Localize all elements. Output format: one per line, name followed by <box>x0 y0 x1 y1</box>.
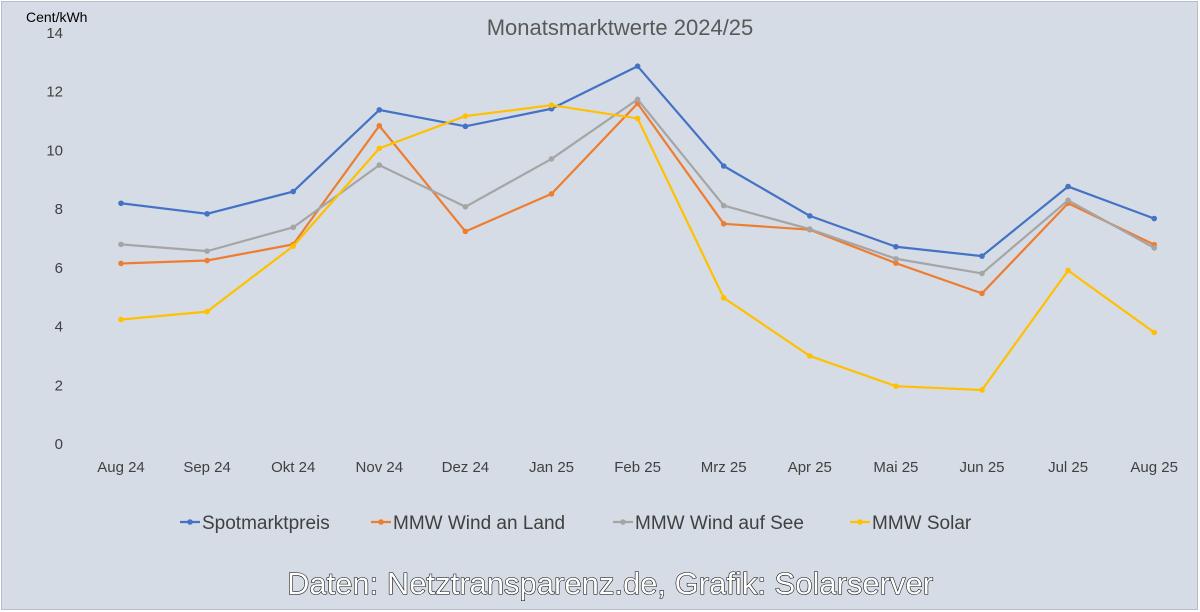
y-tick-label: 2 <box>55 377 63 394</box>
data-point <box>462 113 469 119</box>
data-point <box>204 308 210 315</box>
data-point <box>979 270 985 277</box>
legend: Spotmarktpreis MMW Wind an Land MMW Wind a… <box>180 513 972 534</box>
y-axis-ticks: 0 2 4 6 8 10 12 14 <box>46 25 63 453</box>
y-axis-unit-label: Cent/kWh <box>26 9 87 25</box>
data-point <box>118 316 124 323</box>
data-point <box>376 122 383 129</box>
data-point <box>634 115 641 122</box>
x-tick-label: Sep 24 <box>183 459 231 476</box>
data-point <box>290 243 297 249</box>
legend-swatch-marker <box>857 519 863 525</box>
series-2 <box>118 96 1157 277</box>
data-point <box>1065 183 1071 190</box>
data-point <box>376 162 383 168</box>
data-point <box>118 260 124 267</box>
data-point <box>1151 329 1157 336</box>
data-point <box>204 248 210 254</box>
data-point <box>548 156 555 162</box>
x-tick-label: Feb 25 <box>614 459 661 476</box>
data-point <box>893 255 899 262</box>
data-point <box>204 211 210 217</box>
data-point <box>548 191 555 197</box>
x-tick-label: Jul 25 <box>1048 459 1088 476</box>
y-tick-label: 6 <box>55 260 63 277</box>
data-point <box>634 63 641 69</box>
data-point <box>462 123 469 130</box>
series-1 <box>118 100 1157 297</box>
data-point <box>1065 267 1071 274</box>
x-axis-ticks: Aug 24 Sep 24 Okt 24 Nov 24 Dez 24 Jan 25 Feb … <box>97 459 1178 476</box>
series-3 <box>118 102 1157 393</box>
data-point <box>979 387 985 393</box>
data-point <box>807 226 813 232</box>
data-point <box>1151 245 1157 251</box>
data-point <box>118 200 124 207</box>
legend-item: MMW Wind an Land <box>371 513 565 534</box>
x-tick-label: Okt 24 <box>271 459 315 476</box>
data-point <box>462 228 469 235</box>
series-layer <box>118 63 1157 393</box>
data-point <box>720 163 727 169</box>
data-point <box>893 243 899 250</box>
data-point <box>376 145 383 152</box>
x-tick-label: Jan 25 <box>529 459 574 476</box>
data-point <box>979 290 985 297</box>
y-tick-label: 4 <box>55 319 63 336</box>
series-0 <box>118 63 1157 259</box>
x-tick-label: Jun 25 <box>959 459 1004 476</box>
data-point <box>720 295 727 301</box>
x-tick-label: Dez 24 <box>442 459 490 476</box>
legend-item: Spotmarktpreis <box>180 513 330 534</box>
chart-title: Monatsmarktwerte 2024/25 <box>487 15 754 40</box>
x-tick-label: Nov 24 <box>356 459 404 476</box>
data-point <box>893 383 899 389</box>
legend-swatch-marker <box>187 519 193 525</box>
legend-label: MMW Wind an Land <box>393 513 565 534</box>
y-tick-label: 8 <box>55 201 63 218</box>
data-point <box>634 96 641 103</box>
y-tick-label: 12 <box>46 84 63 101</box>
data-point <box>290 188 297 195</box>
legend-label: MMW Solar <box>872 513 972 534</box>
data-point <box>807 213 813 219</box>
legend-label: MMW Wind auf See <box>635 513 804 534</box>
data-point <box>807 353 813 359</box>
data-point <box>290 224 297 231</box>
series-line <box>120 65 1155 258</box>
legend-swatch-marker <box>378 519 384 525</box>
data-point <box>204 257 210 264</box>
y-tick-label: 10 <box>46 142 63 159</box>
data-point <box>1065 197 1071 204</box>
legend-item: MMW Solar <box>850 513 972 534</box>
x-tick-label: Mrz 25 <box>701 459 747 476</box>
data-point <box>720 202 727 209</box>
data-point <box>462 203 469 210</box>
y-tick-label: 14 <box>46 25 63 42</box>
x-tick-label: Aug 24 <box>97 459 145 476</box>
y-tick-label: 0 <box>55 436 63 453</box>
legend-swatch-marker <box>620 519 626 525</box>
legend-item: MMW Wind auf See <box>613 513 804 534</box>
x-tick-label: Mai 25 <box>873 459 918 476</box>
x-tick-label: Apr 25 <box>788 459 832 476</box>
x-tick-label: Aug 25 <box>1130 459 1178 476</box>
data-point <box>376 107 383 113</box>
data-point <box>1151 215 1157 222</box>
data-point <box>720 221 727 227</box>
data-point <box>893 260 899 266</box>
source-credit: Daten: Netztransparenz.de, Grafik: Solar… <box>287 566 933 601</box>
data-point <box>548 102 555 109</box>
data-point <box>979 253 985 259</box>
legend-label: Spotmarktpreis <box>202 513 330 534</box>
data-point <box>118 241 124 248</box>
series-line <box>120 102 1155 295</box>
